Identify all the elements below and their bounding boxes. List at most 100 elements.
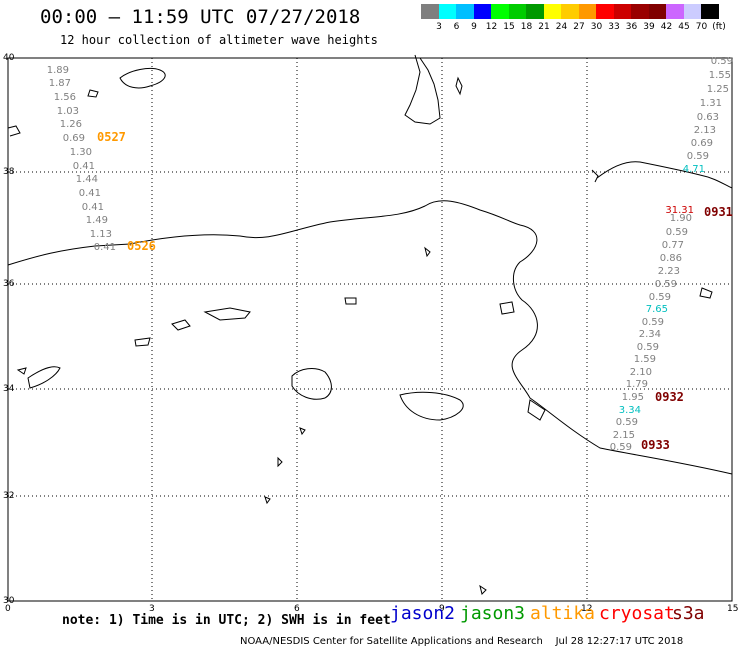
lon-label-9: 9 bbox=[439, 604, 445, 614]
legend-label: 42 bbox=[660, 22, 673, 32]
wave-value: 0.59 bbox=[649, 292, 671, 303]
legend-swatch bbox=[543, 4, 561, 19]
wave-value: 1.79 bbox=[626, 379, 648, 390]
legend-swatch bbox=[438, 4, 456, 19]
legend-label: 33 bbox=[608, 22, 620, 32]
wave-value: 0.41 bbox=[79, 188, 101, 199]
lat-labels: 40 38 36 34 32 30 bbox=[3, 53, 15, 606]
wave-value: 1.55 bbox=[709, 70, 731, 81]
wave-value: 1.49 bbox=[86, 215, 108, 226]
wave-value: 0.59 bbox=[666, 227, 688, 238]
footer-credit: NOAA/NESDIS Center for Satellite Applica… bbox=[240, 636, 684, 647]
legend-swatch bbox=[631, 4, 649, 19]
wave-value: 1.87 bbox=[49, 78, 71, 89]
wave-value: 0.59 bbox=[642, 317, 664, 328]
wave-value: 1.30 bbox=[70, 147, 92, 158]
legend-label: 12 bbox=[485, 22, 498, 32]
wave-value: 1.56 bbox=[54, 92, 76, 103]
wave-value: 0.59 bbox=[610, 442, 632, 453]
wave-value: 1.31 bbox=[700, 98, 722, 109]
lon-label-3: 3 bbox=[149, 604, 155, 614]
legend-swatch bbox=[526, 4, 544, 19]
coastline bbox=[7, 54, 733, 595]
wave-value: 1.95 bbox=[622, 392, 644, 403]
wave-value: 3.34 bbox=[619, 405, 641, 416]
lon-label-15: 15 bbox=[727, 604, 738, 614]
pass-label: 0527 bbox=[97, 130, 126, 144]
satellite-s3a: s3a bbox=[672, 603, 705, 624]
legend-label: 36 bbox=[625, 22, 638, 32]
footer-note: note: 1) Time is in UTC; 2) SWH is in fe… bbox=[62, 613, 391, 628]
lon-label-6: 6 bbox=[294, 604, 300, 614]
legend-label: 24 bbox=[555, 22, 568, 32]
wave-value: 0.41 bbox=[73, 161, 95, 172]
legend-swatch bbox=[701, 4, 719, 19]
wave-value: 0.59 bbox=[616, 417, 638, 428]
legend-label: 45 bbox=[678, 22, 690, 32]
legend-swatch bbox=[561, 4, 579, 19]
east-track-values: 0.59 1.55 1.25 1.31 0.63 2.13 0.69 0.59 4.71 31.3… bbox=[610, 56, 733, 453]
lat-label-34: 34 bbox=[3, 384, 15, 394]
wave-value: 0.59 bbox=[687, 151, 709, 162]
wave-value: 0.41 bbox=[94, 242, 116, 253]
wave-value: 2.23 bbox=[658, 266, 680, 277]
wave-value: 1.26 bbox=[60, 119, 82, 130]
legend-swatch bbox=[613, 4, 631, 19]
map-frame bbox=[7, 57, 733, 602]
wave-value: 0.69 bbox=[63, 133, 85, 144]
legend-swatch bbox=[421, 4, 439, 19]
legend-label: 21 bbox=[538, 22, 550, 32]
satellite-altika: altika bbox=[530, 603, 596, 624]
legend-swatch bbox=[596, 4, 614, 19]
lon-label-0: 0 bbox=[5, 604, 11, 614]
pass-label: 0933 bbox=[641, 438, 670, 452]
wave-value: 0.41 bbox=[82, 202, 104, 213]
lon-labels: 0 3 6 9 12 15 bbox=[5, 604, 738, 614]
page-subtitle: 12 hour collection of altimeter wave hei… bbox=[60, 33, 378, 47]
wave-value: 1.25 bbox=[707, 84, 729, 95]
wave-value: 0.69 bbox=[691, 138, 713, 149]
wave-value: 1.44 bbox=[76, 174, 98, 185]
pass-labels: 0527 0526 0931 0932 0933 bbox=[97, 130, 733, 452]
wave-value: 0.63 bbox=[697, 112, 719, 123]
wave-value: 0.59 bbox=[637, 342, 659, 353]
lat-label-38: 38 bbox=[3, 167, 15, 177]
legend-swatch bbox=[508, 4, 526, 19]
wave-value: 0.86 bbox=[660, 253, 682, 264]
lon-label-12: 12 bbox=[581, 604, 592, 614]
legend-label: 6 bbox=[453, 22, 460, 32]
legend-label: 27 bbox=[573, 22, 585, 32]
legend-label: 3 bbox=[436, 22, 442, 32]
lat-label-30: 30 bbox=[3, 596, 15, 606]
legend-label: 30 bbox=[590, 22, 603, 32]
satellite-cryosat: cryosat bbox=[599, 603, 675, 624]
legend-swatch bbox=[491, 4, 509, 19]
wave-value: 2.15 bbox=[613, 430, 635, 441]
wave-value: 1.90 bbox=[670, 213, 692, 224]
legend-label: (ft) bbox=[712, 22, 726, 32]
legend-swatch bbox=[578, 4, 596, 19]
legend-swatch bbox=[456, 4, 474, 19]
legend-label: 15 bbox=[503, 22, 515, 32]
wave-value: 1.89 bbox=[47, 65, 69, 76]
legend-swatch bbox=[648, 4, 666, 19]
west-track-values: 1.89 1.87 1.56 1.03 1.26 0.69 1.30 0.41 1.44 0.41… bbox=[47, 65, 116, 253]
wave-value: 4.71 bbox=[683, 164, 705, 175]
wave-value: 1.03 bbox=[57, 106, 79, 117]
wave-value: 0.59 bbox=[655, 279, 677, 290]
legend-swatch bbox=[666, 4, 684, 19]
wave-value: 2.10 bbox=[630, 367, 652, 378]
graticule bbox=[8, 58, 732, 601]
wave-value: 1.59 bbox=[634, 354, 656, 365]
pass-label: 0526 bbox=[127, 239, 156, 253]
lat-label-36: 36 bbox=[3, 279, 15, 289]
wave-value: 1.13 bbox=[90, 229, 112, 240]
satellite-jason2: jason2 bbox=[390, 603, 456, 624]
wave-value: 0.77 bbox=[662, 240, 684, 251]
lat-label-32: 32 bbox=[3, 491, 14, 501]
pass-label: 0932 bbox=[655, 390, 684, 404]
legend-label: 39 bbox=[643, 22, 655, 32]
wave-value: 2.13 bbox=[694, 125, 716, 136]
wave-value: 31.31 bbox=[665, 205, 694, 216]
